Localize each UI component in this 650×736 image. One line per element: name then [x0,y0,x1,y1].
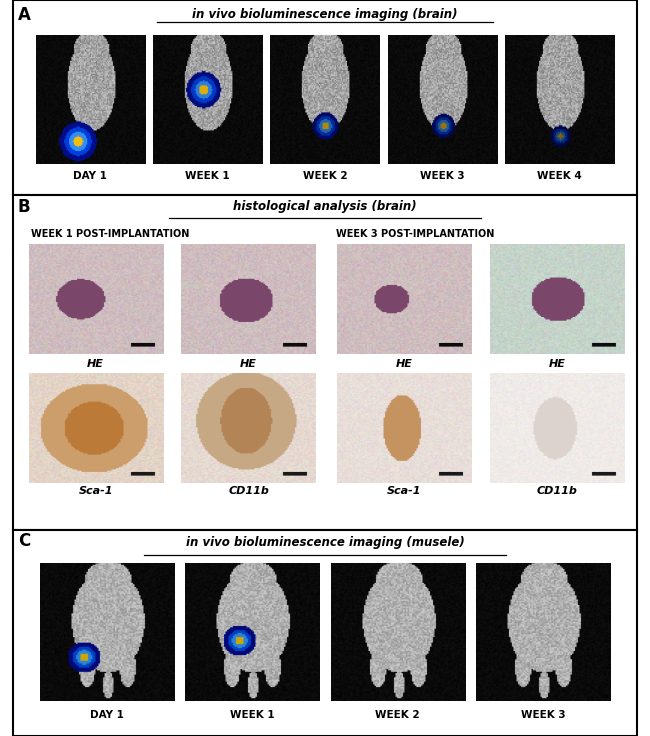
Text: WEEK 3 POST-IMPLANTATION: WEEK 3 POST-IMPLANTATION [336,228,495,238]
Text: DAY 1: DAY 1 [73,171,107,181]
Text: CD11b: CD11b [228,486,269,496]
Text: HE: HE [396,359,413,369]
Text: Sca-1: Sca-1 [79,486,113,496]
Text: C: C [18,532,31,550]
Text: DAY 1: DAY 1 [90,710,124,720]
Text: WEEK 1: WEEK 1 [230,710,274,720]
Text: A: A [18,6,31,24]
FancyBboxPatch shape [13,195,637,530]
Text: WEEK 3: WEEK 3 [521,710,566,720]
Text: HE: HE [549,359,566,369]
Text: WEEK 2: WEEK 2 [376,710,420,720]
Text: histological analysis (brain): histological analysis (brain) [233,200,417,213]
Text: B: B [18,199,31,216]
Text: WEEK 4: WEEK 4 [538,171,582,181]
Text: WEEK 3: WEEK 3 [420,171,465,181]
Text: WEEK 1 POST-IMPLANTATION: WEEK 1 POST-IMPLANTATION [31,228,189,238]
Text: HE: HE [87,359,104,369]
Text: Sca-1: Sca-1 [387,486,422,496]
Text: WEEK 2: WEEK 2 [303,171,347,181]
FancyBboxPatch shape [13,0,637,195]
Text: in vivo bioluminescence imaging (musele): in vivo bioluminescence imaging (musele) [186,536,464,549]
Text: WEEK 1: WEEK 1 [185,171,230,181]
Text: in vivo bioluminescence imaging (brain): in vivo bioluminescence imaging (brain) [192,8,458,21]
Text: HE: HE [240,359,257,369]
Text: CD11b: CD11b [537,486,578,496]
FancyBboxPatch shape [13,530,637,736]
